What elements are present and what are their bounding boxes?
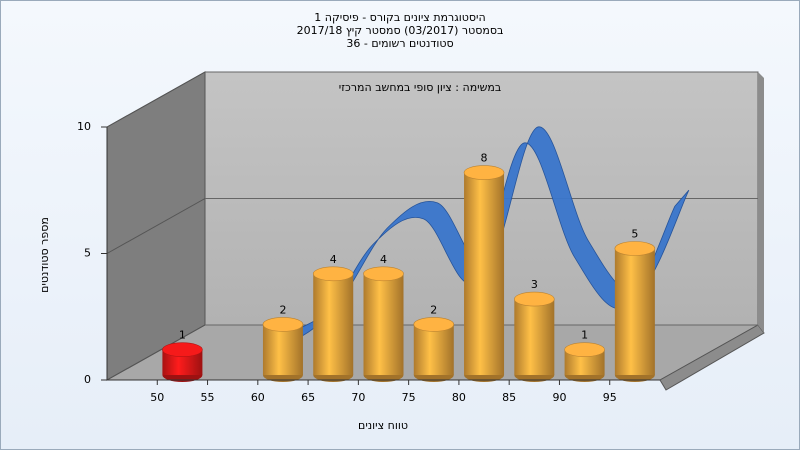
chart-title: היסטוגרמת ציונים בקורס - פיסיקה 1 <box>314 11 485 24</box>
data-label: 1 <box>581 329 588 342</box>
x-tick-label: 75 <box>402 391 416 404</box>
bar <box>514 299 555 375</box>
x-tick-label: 70 <box>351 391 365 404</box>
data-label: 4 <box>380 253 387 266</box>
bar <box>363 273 404 375</box>
grid-line <box>106 71 206 128</box>
x-tick-label: 55 <box>201 391 215 404</box>
plot: 1 2 4 4 2 8 3 1 5 <box>162 126 690 382</box>
bar-top <box>564 342 605 358</box>
data-label: 8 <box>481 152 488 165</box>
data-label: 3 <box>531 278 538 291</box>
x-tick-label: 90 <box>552 391 566 404</box>
y-tick-label: 0 <box>84 373 91 386</box>
data-label: 2 <box>430 303 437 316</box>
grid-line <box>106 324 206 381</box>
chart-title: בסמסטר (03/2017) סמסטר קיץ 2017/18 <box>297 24 504 37</box>
x-axis-label: טווח ציונים <box>358 419 408 432</box>
bar <box>313 273 354 375</box>
bar-top <box>363 266 404 282</box>
annotation: במשימה : ציון סופי במחשב המרכזי <box>339 81 502 94</box>
y-tick-label: 10 <box>77 120 91 133</box>
data-label: 4 <box>330 253 337 266</box>
bar <box>464 172 505 375</box>
y-tick-label: 5 <box>84 247 91 260</box>
x-tick-label: 60 <box>251 391 265 404</box>
grid-line <box>106 198 206 254</box>
bar <box>614 248 655 375</box>
bar-top <box>262 317 304 332</box>
wall-edge <box>758 72 764 333</box>
data-label: 2 <box>279 303 286 316</box>
x-tick-label: 65 <box>301 391 315 404</box>
data-label: 1 <box>179 329 186 342</box>
x-tick-label: 95 <box>603 391 617 404</box>
bar <box>262 324 303 375</box>
data-label: 5 <box>631 228 638 241</box>
bar-top <box>162 342 203 358</box>
x-tick-label: 85 <box>502 391 516 404</box>
bar-top <box>413 317 455 332</box>
bar-top <box>312 266 354 282</box>
x-tick-label: 50 <box>150 391 164 404</box>
bar-top <box>514 291 555 307</box>
bar <box>413 324 454 375</box>
y-axis-label: מספר סטודנטים <box>38 217 51 293</box>
chart-title: סטודנטים רשומים - 36 <box>346 37 453 50</box>
x-tick-label: 80 <box>452 391 466 404</box>
curve-ribbon <box>272 126 690 351</box>
bar-top <box>614 241 656 256</box>
bar-top <box>463 165 505 180</box>
